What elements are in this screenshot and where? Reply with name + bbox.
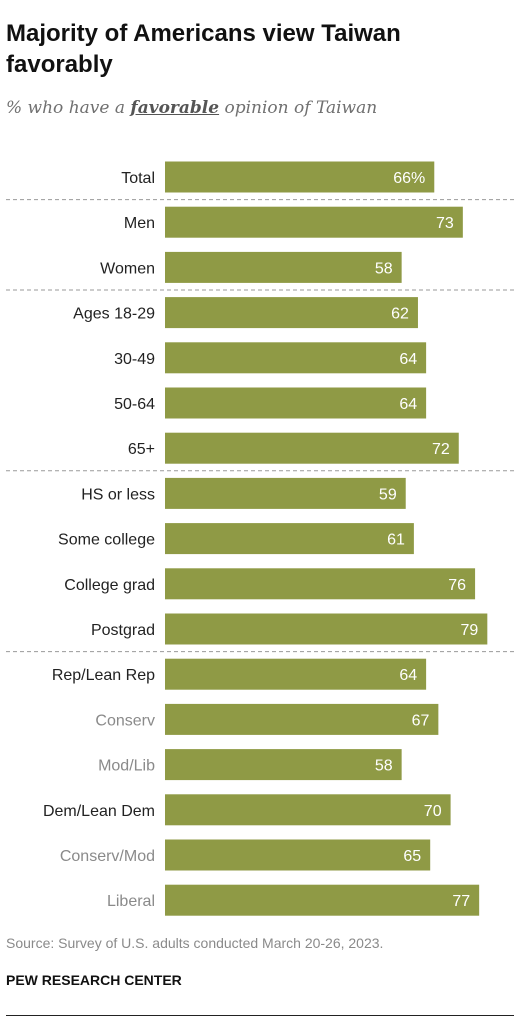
bar-value-label: 64 <box>399 396 417 413</box>
organization-name: PEW RESEARCH CENTER <box>6 972 182 988</box>
category-label: Ages 18-29 <box>73 306 155 323</box>
bar <box>165 839 431 871</box>
bar-value-label: 79 <box>461 622 479 639</box>
category-label: Men <box>124 215 155 232</box>
bar <box>165 432 459 464</box>
category-label: College grad <box>64 577 155 594</box>
bar-value-label: 64 <box>399 667 417 684</box>
bar <box>165 342 427 374</box>
chart-title: Majority of Americans view Taiwan favora… <box>6 20 401 78</box>
bar-value-label: 77 <box>452 893 470 910</box>
bar <box>165 703 439 735</box>
category-label: HS or less <box>81 486 155 503</box>
bar <box>165 613 488 645</box>
bar-value-label: 76 <box>448 577 466 594</box>
bar <box>165 523 414 555</box>
bottom-rule <box>6 1015 514 1016</box>
bar <box>165 297 418 329</box>
bar <box>165 884 480 916</box>
category-label: Conserv/Mod <box>60 848 155 865</box>
bar-value-label: 64 <box>399 351 417 368</box>
bar <box>165 568 476 600</box>
bar <box>165 794 451 826</box>
bar-value-label: 58 <box>375 758 393 775</box>
bar <box>165 658 427 690</box>
bar <box>165 161 435 193</box>
category-label: 50-64 <box>114 396 155 413</box>
bar <box>165 477 406 509</box>
subtitle-prefix: % who have a <box>6 98 131 118</box>
category-label: Total <box>121 170 155 187</box>
category-label: Some college <box>58 532 155 549</box>
category-label: Mod/Lib <box>98 758 155 775</box>
category-label: Dem/Lean Dem <box>43 803 155 820</box>
category-label: Postgrad <box>91 622 155 639</box>
bar-value-label: 58 <box>375 260 393 277</box>
bar-value-label: 61 <box>387 532 405 549</box>
bar <box>165 387 427 419</box>
bar-value-label: 73 <box>436 215 454 232</box>
chart-subtitle: % who have a favorable opinion of Taiwan <box>6 98 377 118</box>
bar-value-label: 67 <box>412 712 430 729</box>
source-note: Source: Survey of U.S. adults conducted … <box>6 935 384 951</box>
bar-value-label: 66% <box>393 170 425 187</box>
subtitle-suffix: opinion of Taiwan <box>219 98 378 118</box>
bar <box>165 251 402 283</box>
category-label: Women <box>100 260 155 277</box>
category-label: 65+ <box>128 441 155 458</box>
bar-value-label: 65 <box>403 848 421 865</box>
bar-value-label: 70 <box>424 803 442 820</box>
subtitle-emphasis: favorable <box>130 98 220 118</box>
category-label: Liberal <box>107 893 155 910</box>
bar <box>165 749 402 781</box>
bar <box>165 206 463 238</box>
category-label: 30-49 <box>114 351 155 368</box>
bar-value-label: 62 <box>391 306 409 323</box>
category-label: Conserv <box>95 712 155 729</box>
category-label: Rep/Lean Rep <box>52 667 155 684</box>
bar-value-label: 72 <box>432 441 450 458</box>
bar-value-label: 59 <box>379 486 397 503</box>
